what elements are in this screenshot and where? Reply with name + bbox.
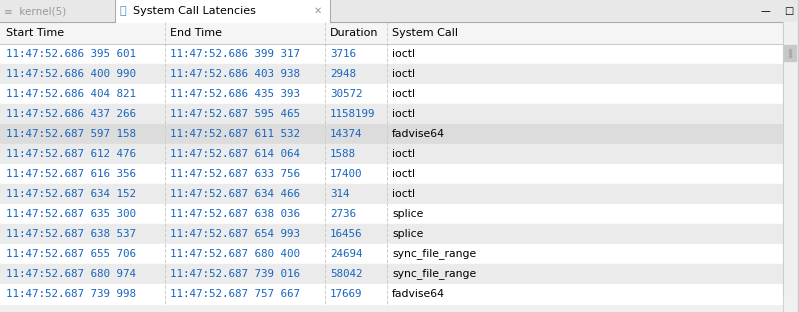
Bar — [0, 204, 783, 224]
Text: 11:47:52.687 597 158: 11:47:52.687 597 158 — [6, 129, 136, 139]
Text: End Time: End Time — [170, 28, 222, 38]
Text: 11:47:52.687 611 532: 11:47:52.687 611 532 — [170, 129, 300, 139]
Bar — [784, 296, 796, 311]
Text: ioctl: ioctl — [392, 109, 415, 119]
Text: 11:47:52.686 437 266: 11:47:52.686 437 266 — [6, 109, 136, 119]
Bar — [0, 84, 783, 104]
Text: Start Time: Start Time — [6, 28, 64, 38]
Text: 11:47:52.686 395 601: 11:47:52.686 395 601 — [6, 49, 136, 59]
Text: sync_file_range: sync_file_range — [392, 269, 476, 280]
Text: 58042: 58042 — [330, 269, 363, 279]
Text: System Call Latencies: System Call Latencies — [133, 6, 256, 16]
Text: 11:47:52.687 757 667: 11:47:52.687 757 667 — [170, 289, 300, 299]
Bar — [0, 44, 783, 64]
Text: fadvise64: fadvise64 — [392, 289, 445, 299]
Text: 11:47:52.686 400 990: 11:47:52.686 400 990 — [6, 69, 136, 79]
Text: 11:47:52.687 633 756: 11:47:52.687 633 756 — [170, 169, 300, 179]
Text: 11:47:52.686 404 821: 11:47:52.686 404 821 — [6, 89, 136, 99]
Bar — [783, 22, 797, 312]
Text: Duration: Duration — [330, 28, 379, 38]
Text: 11:47:52.687 680 974: 11:47:52.687 680 974 — [6, 269, 136, 279]
Text: 1158199: 1158199 — [330, 109, 376, 119]
Bar — [0, 264, 783, 284]
Text: 3716: 3716 — [330, 49, 356, 59]
Bar — [0, 284, 783, 304]
Text: 2948: 2948 — [330, 69, 356, 79]
Text: ≡  kernel(5): ≡ kernel(5) — [4, 6, 66, 16]
Bar — [0, 224, 783, 244]
Bar — [0, 144, 783, 164]
Text: 11:47:52.687 635 300: 11:47:52.687 635 300 — [6, 209, 136, 219]
Text: 17669: 17669 — [330, 289, 363, 299]
Text: 11:47:52.687 655 706: 11:47:52.687 655 706 — [6, 249, 136, 259]
Bar — [0, 104, 783, 124]
Bar — [784, 45, 796, 61]
Text: 17400: 17400 — [330, 169, 363, 179]
Text: 11:47:52.687 634 466: 11:47:52.687 634 466 — [170, 189, 300, 199]
Text: 11:47:52.687 739 998: 11:47:52.687 739 998 — [6, 289, 136, 299]
Bar — [0, 164, 783, 184]
Text: fadvise64: fadvise64 — [392, 129, 445, 139]
Text: splice: splice — [392, 229, 423, 239]
Text: 16456: 16456 — [330, 229, 363, 239]
Text: sync_file_range: sync_file_range — [392, 249, 476, 260]
Text: 11:47:52.687 638 537: 11:47:52.687 638 537 — [6, 229, 136, 239]
Text: 2736: 2736 — [330, 209, 356, 219]
Text: 314: 314 — [330, 189, 349, 199]
Bar — [0, 184, 783, 204]
Bar — [0, 64, 783, 84]
Bar — [0, 0, 799, 22]
Text: 11:47:52.686 403 938: 11:47:52.686 403 938 — [170, 69, 300, 79]
Text: splice: splice — [392, 209, 423, 219]
Bar — [115, 0, 330, 22]
Bar — [0, 124, 783, 144]
Text: 11:47:52.687 614 064: 11:47:52.687 614 064 — [170, 149, 300, 159]
Text: 11:47:52.687 739 016: 11:47:52.687 739 016 — [170, 269, 300, 279]
Text: 14374: 14374 — [330, 129, 363, 139]
Text: ioctl: ioctl — [392, 149, 415, 159]
Text: ✕: ✕ — [314, 6, 322, 16]
Text: 11:47:52.687 654 993: 11:47:52.687 654 993 — [170, 229, 300, 239]
Text: 11:47:52.687 595 465: 11:47:52.687 595 465 — [170, 109, 300, 119]
Bar — [0, 22, 783, 44]
Text: ioctl: ioctl — [392, 69, 415, 79]
Text: System Call: System Call — [392, 28, 458, 38]
Text: □: □ — [784, 6, 793, 16]
Text: 11:47:52.686 435 393: 11:47:52.686 435 393 — [170, 89, 300, 99]
Text: 11:47:52.687 680 400: 11:47:52.687 680 400 — [170, 249, 300, 259]
Text: 11:47:52.687 612 476: 11:47:52.687 612 476 — [6, 149, 136, 159]
Text: ioctl: ioctl — [392, 49, 415, 59]
Text: 11:47:52.686 399 317: 11:47:52.686 399 317 — [170, 49, 300, 59]
Text: ioctl: ioctl — [392, 89, 415, 99]
Bar — [0, 244, 783, 264]
Text: ⎙: ⎙ — [120, 6, 126, 16]
Text: —: — — [761, 6, 771, 16]
Text: 1588: 1588 — [330, 149, 356, 159]
Text: 11:47:52.687 638 036: 11:47:52.687 638 036 — [170, 209, 300, 219]
Text: 11:47:52.687 634 152: 11:47:52.687 634 152 — [6, 189, 136, 199]
Text: ioctl: ioctl — [392, 169, 415, 179]
Text: 30572: 30572 — [330, 89, 363, 99]
Text: 11:47:52.687 616 356: 11:47:52.687 616 356 — [6, 169, 136, 179]
Text: ioctl: ioctl — [392, 189, 415, 199]
Text: 24694: 24694 — [330, 249, 363, 259]
